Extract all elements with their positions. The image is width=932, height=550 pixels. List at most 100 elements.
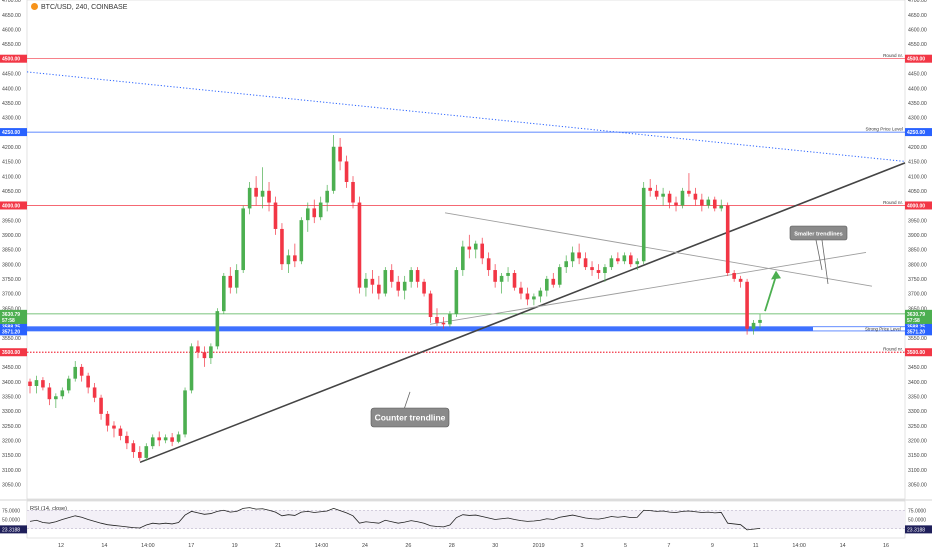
time-tick: 21 xyxy=(275,543,281,549)
candle-body xyxy=(680,190,685,206)
candle-body xyxy=(700,199,704,206)
zone-tag-low-left: 3571.20 xyxy=(2,329,20,335)
candle-body xyxy=(60,390,65,397)
candle-body xyxy=(299,220,304,262)
candle-body xyxy=(312,208,317,218)
candle-body xyxy=(616,258,620,262)
bitcoin-icon xyxy=(31,3,38,10)
candle-body xyxy=(512,272,517,288)
smaller-trendline-upper xyxy=(444,212,873,287)
candle-body xyxy=(648,187,652,191)
candle-body xyxy=(628,255,633,265)
candle-body xyxy=(370,278,375,285)
price-tick-left: 4100.00 xyxy=(2,174,21,180)
candle-body xyxy=(189,346,194,391)
candle-body xyxy=(480,243,485,259)
current-price-tag-right-bg xyxy=(905,315,932,324)
candle-body xyxy=(254,187,258,197)
price-tick-right: 3050.00 xyxy=(908,483,927,489)
rsi-tick-right: 50.0000 xyxy=(908,518,926,524)
candle-body xyxy=(428,293,433,318)
price-tick-left: 3550.00 xyxy=(2,336,21,342)
rsi-tick-left: 50.0000 xyxy=(2,518,20,524)
price-tick-right: 3650.00 xyxy=(908,306,927,312)
candle-body xyxy=(389,270,394,282)
time-tick: 3 xyxy=(581,543,584,549)
candle-body xyxy=(635,261,640,265)
candle-body xyxy=(318,202,323,218)
candle-body xyxy=(176,434,181,442)
price-tag-left: 4000.00 xyxy=(2,203,20,209)
candle-body xyxy=(112,425,116,429)
price-tick-left: 4150.00 xyxy=(2,160,21,166)
price-tag-left: 4500.00 xyxy=(2,57,20,63)
candle-body xyxy=(338,146,342,162)
green-arrow-head xyxy=(771,270,781,280)
candle-body xyxy=(745,281,749,329)
zone-tag-high-left-bg xyxy=(0,322,27,331)
zone-tag-low-right: 3571.20 xyxy=(907,329,925,335)
price-tick-right: 4150.00 xyxy=(908,160,927,166)
candle-body xyxy=(493,270,497,282)
candle-body xyxy=(241,208,245,271)
support-zone xyxy=(27,326,905,332)
candle-body xyxy=(596,270,601,273)
rsi-current-tag-right-bg xyxy=(905,525,932,534)
time-tick: 24 xyxy=(362,543,368,549)
candle-body xyxy=(409,270,413,282)
price-tick-right: 3250.00 xyxy=(908,424,927,430)
price-tick-left: 3950.00 xyxy=(2,218,21,224)
candle-body xyxy=(738,278,743,282)
current-price-tag-left-bg xyxy=(0,315,27,324)
price-tick-right: 4700.00 xyxy=(908,0,927,4)
candle-body xyxy=(473,243,478,250)
price-tick-left: 3200.00 xyxy=(2,438,21,444)
time-tick: 14 xyxy=(101,543,107,549)
price-tick-left: 3650.00 xyxy=(2,306,21,312)
candle-body xyxy=(163,437,168,441)
candle-body xyxy=(654,190,659,197)
level-label: Round nr. xyxy=(883,200,903,205)
symbol-header[interactable]: BTC/USD, 240, COINBASE xyxy=(31,3,127,11)
price-tick-left: 3700.00 xyxy=(2,292,21,298)
candle-body xyxy=(396,281,401,291)
price-tick-left: 3900.00 xyxy=(2,233,21,239)
price-tick-right: 3400.00 xyxy=(908,380,927,386)
candle-body xyxy=(150,437,155,447)
candle-body xyxy=(125,435,129,444)
candle-body xyxy=(286,255,291,265)
smaller-trendlines-callout-line-b xyxy=(821,239,829,285)
price-pane xyxy=(26,0,906,500)
candle-body xyxy=(202,352,207,359)
time-tick: 11 xyxy=(753,543,759,549)
candle-body xyxy=(364,278,368,288)
candle-body xyxy=(461,246,465,271)
rsi-current-tag-left-bg xyxy=(0,525,27,534)
candle-body xyxy=(661,193,665,197)
candle-body xyxy=(719,205,724,209)
candle-body xyxy=(706,199,711,206)
price-tick-right: 3200.00 xyxy=(908,438,927,444)
time-tick: 17 xyxy=(188,543,194,549)
price-tick-right: 4350.00 xyxy=(908,101,927,107)
price-tick-right: 4650.00 xyxy=(908,13,927,19)
support-zone-label-bg xyxy=(813,327,905,331)
candle-body xyxy=(118,428,123,436)
candle-body xyxy=(209,346,213,359)
smaller-trendline-lower xyxy=(429,251,867,325)
candle-body xyxy=(557,267,562,285)
candle-body xyxy=(532,296,536,300)
price-tick-right: 3800.00 xyxy=(908,262,927,268)
candle-body xyxy=(538,290,543,297)
rsi-tick-left: 75.0000 xyxy=(2,508,20,514)
candle-body xyxy=(454,270,459,315)
candle-body xyxy=(622,255,627,262)
price-tick-right: 3350.00 xyxy=(908,394,927,400)
candle-body xyxy=(712,199,717,209)
candle-body xyxy=(667,193,672,203)
price-tick-left: 3050.00 xyxy=(2,483,21,489)
candle-body xyxy=(499,275,504,282)
price-tag-right: 3500.00 xyxy=(907,350,925,356)
